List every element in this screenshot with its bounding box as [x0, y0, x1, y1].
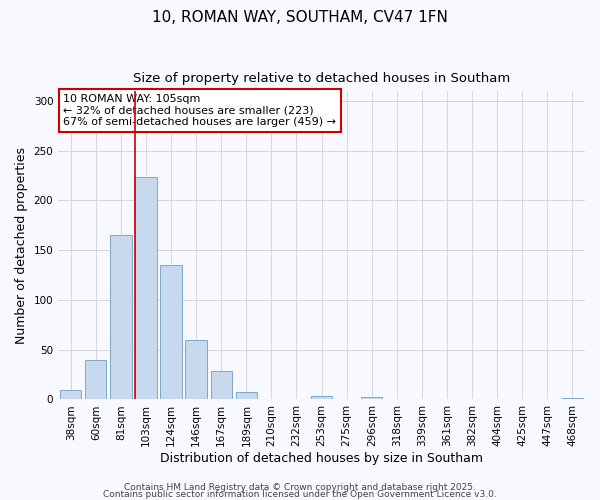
Bar — [211, 370, 232, 400]
Bar — [60, 390, 82, 400]
Text: Contains HM Land Registry data © Crown copyright and database right 2025.: Contains HM Land Registry data © Crown c… — [124, 484, 476, 492]
Bar — [361, 398, 382, 400]
Text: Contains public sector information licensed under the Open Government Licence v3: Contains public sector information licen… — [103, 490, 497, 499]
Bar — [110, 235, 131, 400]
Title: Size of property relative to detached houses in Southam: Size of property relative to detached ho… — [133, 72, 510, 86]
X-axis label: Distribution of detached houses by size in Southam: Distribution of detached houses by size … — [160, 452, 483, 465]
Bar — [236, 392, 257, 400]
Text: 10 ROMAN WAY: 105sqm
← 32% of detached houses are smaller (223)
67% of semi-deta: 10 ROMAN WAY: 105sqm ← 32% of detached h… — [64, 94, 337, 127]
Bar — [85, 360, 106, 400]
Bar — [311, 396, 332, 400]
Bar — [160, 265, 182, 400]
Y-axis label: Number of detached properties: Number of detached properties — [15, 146, 28, 344]
Text: 10, ROMAN WAY, SOUTHAM, CV47 1FN: 10, ROMAN WAY, SOUTHAM, CV47 1FN — [152, 10, 448, 25]
Bar — [185, 340, 207, 400]
Bar — [136, 178, 157, 400]
Bar — [562, 398, 583, 400]
